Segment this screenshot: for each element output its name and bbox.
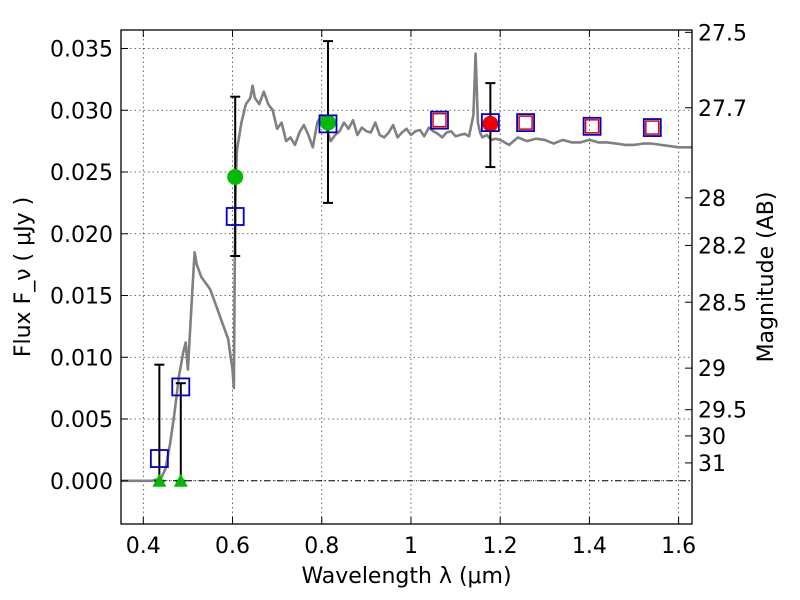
green-detection-marker <box>319 114 336 131</box>
mag-tick-label: 28.2 <box>698 234 747 259</box>
x-tick-label: 1.2 <box>483 534 518 559</box>
model-flux-box <box>518 115 533 130</box>
observed-flux-box <box>642 118 662 137</box>
observed-flux-box <box>480 113 500 133</box>
x-tick-label: 1.4 <box>572 534 607 559</box>
model-flux-box <box>584 119 600 134</box>
x-tick-label: 1.6 <box>661 534 696 559</box>
mag-tick-label: 31 <box>698 452 726 477</box>
red-detection-marker <box>482 115 499 132</box>
mag-tick-label: 27.7 <box>698 97 747 122</box>
markers <box>149 110 662 487</box>
mag-tick-label: 29 <box>698 357 726 382</box>
observed-flux-box <box>149 449 169 468</box>
y-tick-label: 0.005 <box>50 408 113 433</box>
x-tick-label: 1 <box>404 534 418 559</box>
mag-tick-label: 28.5 <box>698 291 747 316</box>
plot-frame <box>120 29 693 525</box>
mag-tick-label: 28 <box>698 187 726 212</box>
observed-flux-box <box>225 207 245 226</box>
x-tick-label: 0.8 <box>304 534 339 559</box>
mag-tick-label: 27.5 <box>698 21 747 46</box>
model-spectrum-line <box>121 52 692 483</box>
y-tick-label: 0.000 <box>50 470 113 495</box>
observed-flux-box <box>582 116 602 136</box>
green-detection-marker <box>227 168 244 185</box>
x-tick-label: 0.4 <box>126 534 161 559</box>
green-triangle-marker <box>173 473 188 487</box>
y-tick-label: 0.015 <box>50 285 113 310</box>
model-flux-box <box>432 112 447 128</box>
green-triangle-marker <box>152 473 167 487</box>
observed-flux-box <box>430 110 449 130</box>
x-tick-label: 0.6 <box>215 534 250 559</box>
model-flux-box <box>645 120 660 135</box>
y-tick-label: 0.010 <box>50 346 113 371</box>
axis-ticks: 0.4 0.6 0.8 1 1.2 1.4 1.6 0.000 0.005 0.010 0.015 0… <box>50 21 747 559</box>
y-axis-label-left: Flux F_ν ( μJy ) <box>11 197 36 357</box>
y-axis-label-right: Magnitude (AB) <box>754 192 779 363</box>
mag-tick-label: 30 <box>698 425 726 450</box>
x-axis-label: Wavelength λ (μm) <box>301 564 511 589</box>
y-tick-label: 0.020 <box>50 223 113 248</box>
y-tick-label: 0.035 <box>50 38 113 63</box>
y-tick-label: 0.030 <box>50 99 113 124</box>
mag-tick-label: 29.5 <box>698 399 747 424</box>
observed-flux-box <box>318 114 338 134</box>
observed-flux-box <box>171 377 191 397</box>
observed-flux-box <box>516 113 536 133</box>
y-tick-label: 0.025 <box>50 161 113 186</box>
